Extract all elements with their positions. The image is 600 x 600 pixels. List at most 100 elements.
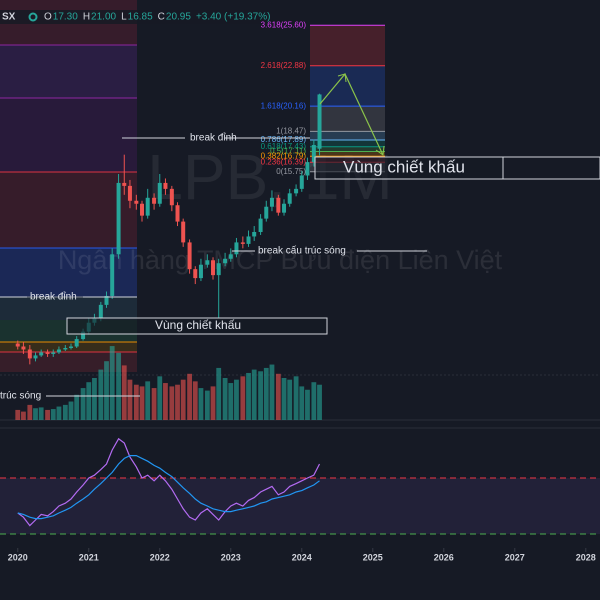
candle-body <box>27 349 32 359</box>
candle-body <box>240 242 245 244</box>
fib-band <box>310 146 385 152</box>
annotation: break đỉnh <box>190 132 237 144</box>
volume-bar <box>299 386 305 420</box>
volume-bar <box>163 383 168 420</box>
candle-body <box>234 242 239 255</box>
candle-body <box>98 304 103 319</box>
candle-body <box>134 200 139 204</box>
candle-body <box>175 205 180 222</box>
fib-label: 1.618(20.16) <box>261 101 307 110</box>
volume-bar <box>192 381 198 420</box>
volume-bar <box>287 379 293 420</box>
volume-bar <box>33 408 38 420</box>
rsi-ma-line <box>17 455 320 520</box>
ohlc-key: H <box>83 12 90 23</box>
candle-body <box>269 197 274 207</box>
candle-body <box>45 352 50 354</box>
header: SX O 17.30 H 21.00 L 16.85 C 20.95 +3.40 (+19.37%… <box>0 10 300 24</box>
candle-body <box>116 182 121 255</box>
candle-body <box>33 355 38 359</box>
candle-body <box>223 258 228 264</box>
volume-bar <box>281 378 287 420</box>
volume-bar <box>27 404 33 420</box>
ohlc-key: L <box>121 12 127 23</box>
candle-body <box>198 264 203 279</box>
volume-bar <box>275 373 281 420</box>
volume-bar <box>305 389 310 420</box>
candle-body <box>181 221 186 243</box>
fib-band <box>310 151 385 157</box>
x-tick-label: 2022 <box>150 552 170 562</box>
volume-bar <box>127 379 133 420</box>
volume-bar <box>21 411 26 420</box>
volume-bar <box>246 372 251 420</box>
volume-bar <box>228 383 234 420</box>
volume-bar <box>251 369 257 420</box>
volume-bar <box>56 406 62 420</box>
ohlc-value: 21.00 <box>91 12 116 23</box>
candle-body <box>15 343 20 347</box>
projection-arrowhead <box>337 73 347 83</box>
x-tick-label: 2028 <box>576 552 596 562</box>
candle-body <box>51 352 56 354</box>
volume-bar <box>187 373 192 420</box>
candle-body <box>193 269 198 279</box>
x-tick-label: 2024 <box>292 552 312 562</box>
x-tick-label: 2020 <box>8 552 28 562</box>
fib-label: 2.618(22.88) <box>261 61 307 70</box>
candle-body <box>228 254 233 259</box>
volume-bar <box>74 394 80 420</box>
candle-body <box>317 94 322 149</box>
candle-body <box>163 182 168 189</box>
fib-label: 0.382(16.79) <box>261 151 307 160</box>
rsi-band <box>0 478 600 534</box>
volume-bar <box>62 404 68 420</box>
volume-bar <box>263 367 269 420</box>
volume-bar <box>15 409 21 420</box>
volume-bar <box>293 376 299 420</box>
candle-body <box>264 206 269 219</box>
ohlc-value: 17.30 <box>53 12 78 23</box>
fib-label: 0(15.75) <box>276 167 306 176</box>
volume-bar <box>121 365 127 420</box>
fib-label: 0.618(17.43) <box>261 142 307 151</box>
x-tick-label: 2027 <box>505 552 525 562</box>
volume-bar <box>133 384 139 420</box>
annotation: Vùng chiết khấu <box>155 318 241 332</box>
fib-band <box>310 131 385 140</box>
volume-bar <box>269 364 275 420</box>
x-tick-label: 2026 <box>434 552 454 562</box>
x-tick-label: 2021 <box>79 552 99 562</box>
symbol: SX <box>2 12 16 23</box>
volume-bar <box>151 388 157 420</box>
fib-label: 0.786(17.89) <box>261 135 307 144</box>
ohlc-value: 16.85 <box>128 12 153 23</box>
annotation: break cấu trúc sóng <box>258 245 346 257</box>
volume-bar <box>139 386 145 420</box>
volume-bar <box>45 409 50 420</box>
volume-bar <box>169 386 175 420</box>
volume-bar <box>234 379 239 420</box>
candle-body <box>258 218 263 232</box>
candle-body <box>140 203 145 216</box>
annotation: Vùng chiết khấu <box>343 157 465 176</box>
annotation-box <box>502 156 600 180</box>
candle-body <box>169 188 174 206</box>
fib-band <box>310 139 385 147</box>
candle-body <box>246 236 251 244</box>
volume-bar <box>175 384 180 420</box>
fib-band <box>310 25 385 66</box>
candle-body <box>311 145 316 163</box>
volume-bar <box>198 388 204 420</box>
candle-body <box>145 197 150 216</box>
volume-bar <box>50 409 56 420</box>
rsi-line <box>17 437 321 527</box>
header-bg <box>0 10 300 24</box>
volume-bar <box>210 386 216 420</box>
annotation: break đỉnh <box>30 291 77 303</box>
ohlc-key: O <box>44 12 52 23</box>
fib-label: 1(18.47) <box>276 126 306 135</box>
candle-body <box>157 182 162 204</box>
candle-body <box>276 197 281 213</box>
projection-arrowhead <box>375 145 385 156</box>
